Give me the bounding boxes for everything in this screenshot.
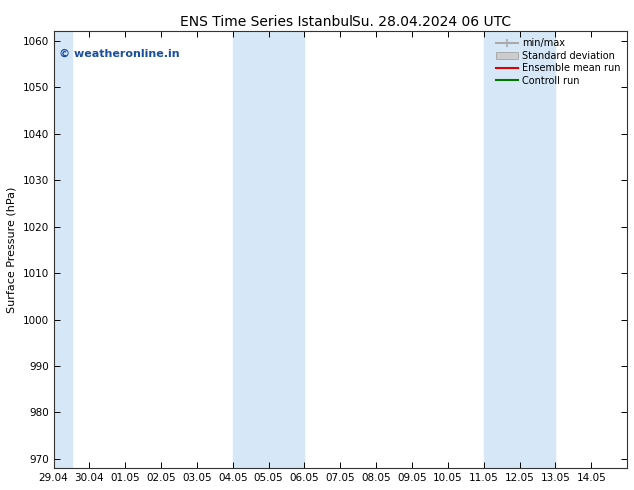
Bar	[36, 31, 72, 468]
Text: Su. 28.04.2024 06 UTC: Su. 28.04.2024 06 UTC	[352, 15, 510, 29]
Text: ENS Time Series Istanbul: ENS Time Series Istanbul	[180, 15, 353, 29]
Bar	[233, 31, 304, 468]
Text: © weatheronline.in: © weatheronline.in	[60, 49, 180, 59]
Legend: min/max, Standard deviation, Ensemble mean run, Controll run: min/max, Standard deviation, Ensemble me…	[495, 36, 622, 88]
Bar	[484, 31, 555, 468]
Y-axis label: Surface Pressure (hPa): Surface Pressure (hPa)	[7, 187, 17, 313]
